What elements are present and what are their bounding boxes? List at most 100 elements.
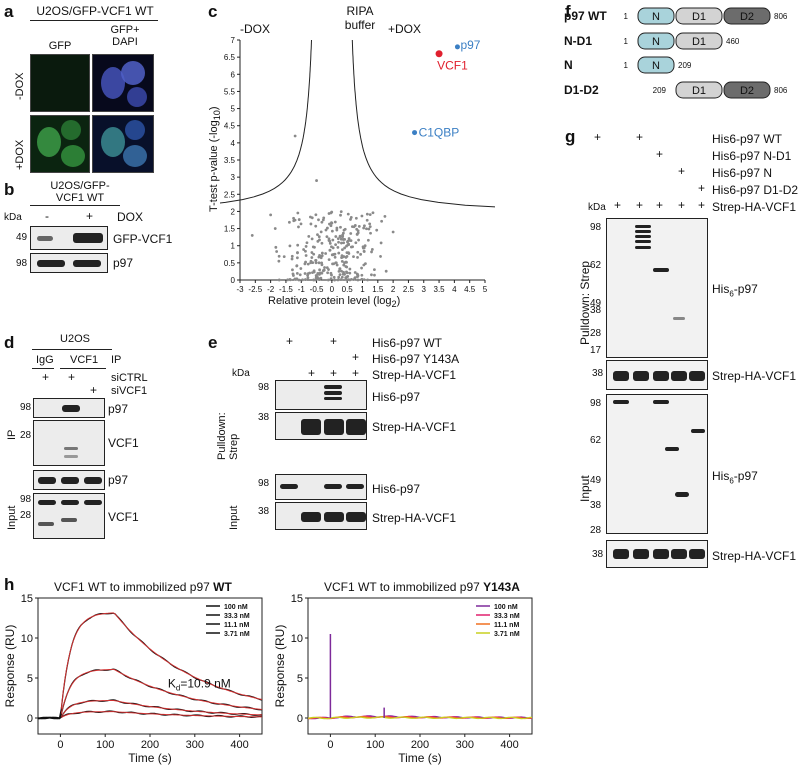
volcano-y-tick-label: 5 xyxy=(231,105,236,114)
volcano-point xyxy=(277,259,281,263)
panel-b-marker-98: 98 xyxy=(16,258,28,269)
volcano-threshold-left xyxy=(220,39,312,204)
domain-label: D2 xyxy=(740,11,754,23)
volcano-y-tick-label: 2.5 xyxy=(224,190,236,199)
panel-label-b: b xyxy=(4,180,15,199)
panel-g-label-strep-b: Strep-HA-VCF1 xyxy=(712,549,797,563)
volcano-point xyxy=(315,179,318,182)
volcano-point xyxy=(339,225,342,229)
volcano-point xyxy=(314,261,318,265)
spr-series-111nM xyxy=(37,699,263,720)
volcano-hit-c1qbp xyxy=(412,130,418,136)
volcano-x-tick-label: 1.5 xyxy=(372,285,384,294)
spr-ylabel: Response (RU) xyxy=(273,625,287,708)
volcano-point xyxy=(274,245,278,249)
panel-c-minus-dox: -DOX xyxy=(240,22,270,36)
volcano-point xyxy=(346,274,350,278)
panel-g-label-his-a: His6-p97 xyxy=(712,282,758,299)
panel-g-label-his-b: His6-p97 xyxy=(712,469,758,486)
volcano-point xyxy=(337,275,341,279)
volcano-point xyxy=(282,255,286,259)
blot-g-pd-his xyxy=(606,218,708,358)
spr-x-tick-label: 100 xyxy=(366,739,384,751)
volcano-point xyxy=(362,246,365,250)
volcano-point xyxy=(356,278,360,282)
volcano-point xyxy=(347,252,351,255)
volcano-point xyxy=(316,239,320,243)
volcano-point xyxy=(340,260,344,263)
volcano-point xyxy=(295,256,299,260)
panel-label-f: f xyxy=(565,2,571,21)
domain-label: D1 xyxy=(692,36,706,48)
volcano-point xyxy=(291,268,294,272)
volcano-point xyxy=(327,237,331,241)
panel-d-m28-a: 28 xyxy=(20,430,32,441)
volcano-point xyxy=(373,273,376,277)
panel-d-label-p97-a: p97 xyxy=(108,402,129,416)
volcano-point xyxy=(297,278,301,282)
volcano-point xyxy=(356,229,360,233)
panel-label-d: d xyxy=(4,333,15,352)
volcano-point xyxy=(347,242,351,246)
blot-d-ip-p97 xyxy=(33,398,105,418)
volcano-point xyxy=(354,216,358,220)
blot-g-in-strep xyxy=(606,540,708,568)
volcano-point xyxy=(326,226,329,230)
spr-y-tick-label: 5 xyxy=(297,673,303,685)
volcano-y-tick-label: 1 xyxy=(231,242,236,251)
volcano-point xyxy=(337,240,340,244)
panel-g-marker: 28 xyxy=(590,328,602,339)
volcano-point xyxy=(269,213,273,217)
volcano-point xyxy=(339,210,343,214)
spr-fit-111nM xyxy=(60,700,263,717)
volcano-point xyxy=(335,226,339,230)
volcano-point xyxy=(288,244,292,248)
volcano-point xyxy=(297,225,300,229)
panel-b-label-gfp: GFP-VCF1 xyxy=(113,232,173,246)
spr-x-tick-label: 300 xyxy=(186,739,204,751)
panel-d-title: U2OS xyxy=(60,333,90,345)
volcano-point xyxy=(339,241,343,245)
panel-g-label-strep-a: Strep-HA-VCF1 xyxy=(712,369,797,383)
volcano-point xyxy=(349,232,353,235)
volcano-point xyxy=(360,214,364,218)
volcano-x-tick-label: 3.5 xyxy=(434,285,446,294)
volcano-x-tick-label: -2 xyxy=(267,285,275,294)
volcano-point xyxy=(312,252,316,256)
volcano-point xyxy=(324,228,328,232)
volcano-point xyxy=(334,243,338,247)
volcano-point xyxy=(314,258,318,262)
volcano-x-tick-label: 5 xyxy=(483,285,488,294)
panel-d-m98-a: 98 xyxy=(20,402,32,413)
volcano-point xyxy=(301,278,304,282)
domain-d1 xyxy=(675,81,723,99)
panel-e-kda: kDa xyxy=(232,368,250,379)
spr-y-tick-label: 0 xyxy=(297,713,303,725)
volcano-point xyxy=(296,251,299,255)
volcano-point xyxy=(357,225,361,228)
volcano-y-tick-label: 2 xyxy=(231,207,236,216)
volcano-point xyxy=(303,262,307,266)
panel-d-label-p97-b: p97 xyxy=(108,473,129,487)
spr-plot-y143a: 0 100 200 300 400 0 5 10 15 Time (s) Response (RU)… xyxy=(273,593,533,765)
volcano-x-tick-label: 0 xyxy=(330,285,335,294)
volcano-point xyxy=(342,255,346,258)
volcano-point xyxy=(370,250,373,254)
spr-x-tick-label: 0 xyxy=(57,739,63,751)
volcano-point xyxy=(379,241,383,245)
volcano-point xyxy=(342,272,346,276)
volcano-point xyxy=(362,263,366,267)
volcano-point xyxy=(369,231,372,235)
panel-e-label-his-a: His6-p97 xyxy=(372,390,421,404)
volcano-x-tick-label: 2 xyxy=(391,285,396,294)
volcano-point xyxy=(383,214,387,218)
panel-g-marker: 38 xyxy=(590,500,602,511)
volcano-point xyxy=(250,234,254,237)
volcano-y-tick-label: 0 xyxy=(231,276,236,285)
spr-fit-333nM xyxy=(60,668,263,714)
construct-name: D1-D2 xyxy=(564,83,599,97)
panel-e-label-strep-b: Strep-HA-VCF1 xyxy=(372,511,457,525)
volcano-point xyxy=(277,278,281,282)
panel-g-marker: 62 xyxy=(590,260,602,271)
panel-g-plus: + xyxy=(636,130,644,144)
